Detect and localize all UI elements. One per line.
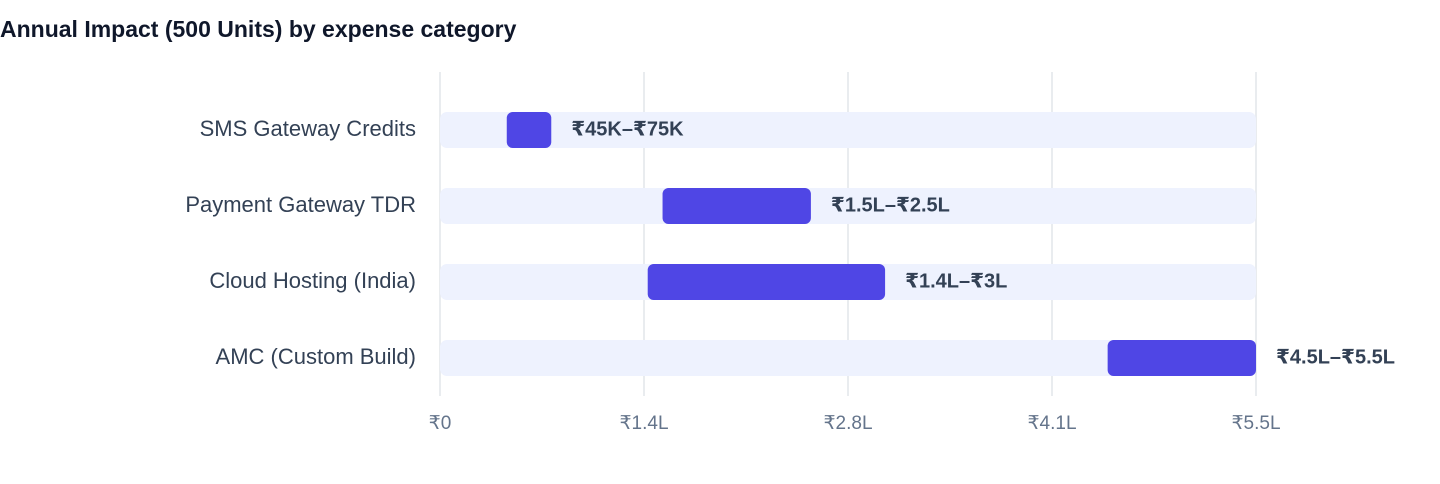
x-tick-label: ₹2.8L bbox=[823, 413, 872, 434]
bar bbox=[1107, 340, 1256, 376]
value-label: ₹45K–₹75K bbox=[571, 118, 684, 140]
track bbox=[440, 188, 1256, 224]
value-label: ₹4.5L–₹5.5L bbox=[1276, 346, 1395, 368]
value-label: ₹1.4L–₹3L bbox=[905, 270, 1007, 292]
track bbox=[440, 112, 1256, 148]
y-tick-label: SMS Gateway Credits bbox=[200, 116, 416, 141]
y-tick-label: Cloud Hosting (India) bbox=[209, 268, 416, 293]
y-tick-label: Payment Gateway TDR bbox=[185, 192, 416, 217]
track bbox=[440, 340, 1256, 376]
bar bbox=[662, 188, 811, 224]
x-tick-label: ₹4.1L bbox=[1027, 413, 1076, 434]
x-tick-label: ₹1.4L bbox=[619, 413, 668, 434]
chart-title: Annual Impact (500 Units) by expense cat… bbox=[0, 16, 517, 42]
x-tick-label: ₹0 bbox=[429, 413, 452, 434]
x-tick-label: ₹5.5L bbox=[1231, 413, 1280, 434]
value-label: ₹1.5L–₹2.5L bbox=[831, 194, 950, 216]
bar bbox=[647, 264, 886, 300]
y-tick-label: AMC (Custom Build) bbox=[216, 344, 416, 369]
bar bbox=[506, 112, 552, 148]
